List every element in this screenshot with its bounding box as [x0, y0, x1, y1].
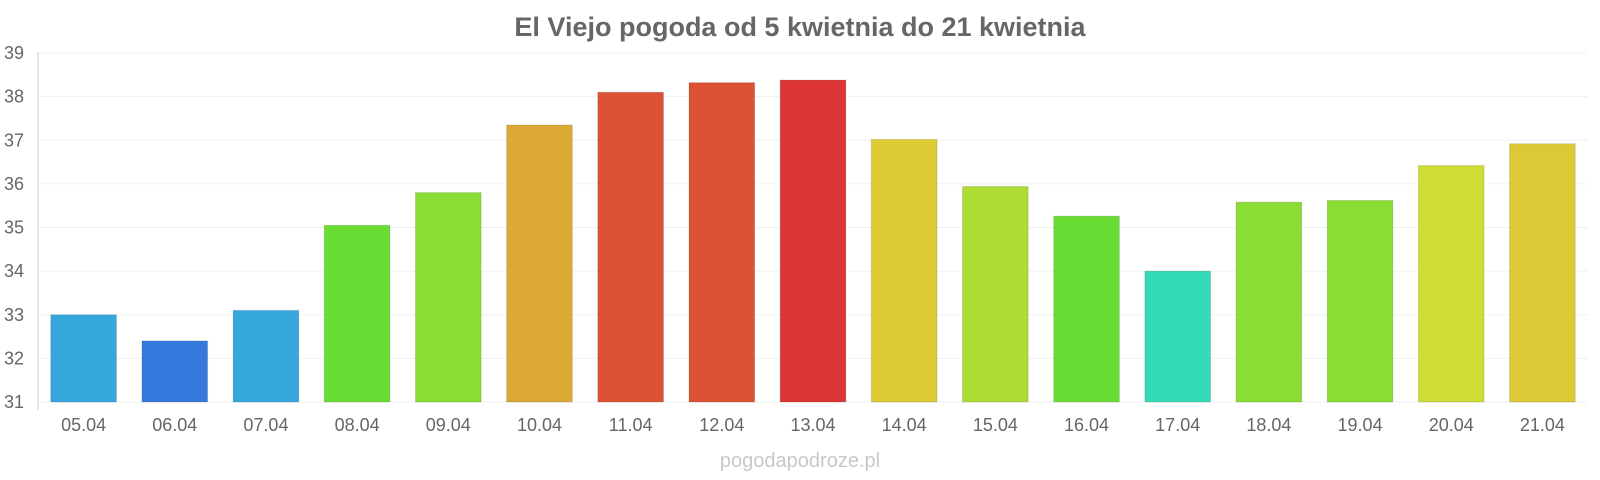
y-tick-label: 36	[4, 174, 24, 194]
x-tick-label: 13.04	[790, 415, 835, 435]
footer-watermark: pogodapodroze.pl	[720, 450, 880, 472]
bar	[597, 91, 664, 403]
bar	[1326, 199, 1394, 403]
x-tick-label: 16.04	[1064, 415, 1109, 435]
bar	[962, 185, 1029, 403]
x-tick-label: 19.04	[1338, 415, 1383, 435]
bar	[232, 309, 300, 403]
y-tick-label: 31	[4, 392, 24, 412]
y-tick-label: 34	[4, 261, 24, 281]
x-tick-labels: 05.04 06.04 07.04 08.04 09.04 10.04 11.04 12.04…	[61, 415, 1565, 435]
bar	[414, 192, 482, 403]
x-tick-label: 14.04	[882, 415, 927, 435]
x-tick-label: 07.04	[243, 415, 288, 435]
x-tick-label: 11.04	[609, 415, 653, 435]
bar	[1417, 165, 1485, 403]
chart-title: El Viejo pogoda od 5 kwietnia do 21 kwie…	[514, 12, 1086, 42]
bar	[1144, 270, 1212, 403]
x-tick-label: 08.04	[335, 415, 380, 435]
y-tick-label: 33	[4, 305, 24, 325]
x-tick-label: 10.04	[517, 415, 562, 435]
bar	[688, 82, 756, 403]
y-tick-label: 38	[4, 87, 24, 107]
bar	[141, 340, 209, 403]
bar	[870, 138, 938, 403]
x-tick-label: 06.04	[152, 415, 197, 435]
bar	[506, 124, 573, 403]
y-tick-label: 32	[4, 348, 24, 368]
x-tick-label: 09.04	[426, 415, 471, 435]
bar	[50, 314, 117, 403]
bar	[779, 79, 847, 403]
x-tick-label: 18.04	[1246, 415, 1291, 435]
x-tick-label: 17.04	[1155, 415, 1200, 435]
bar	[323, 224, 391, 403]
x-tick-label: 15.04	[973, 415, 1018, 435]
bars	[50, 79, 1576, 403]
bar	[1053, 215, 1120, 403]
y-tick-labels: 31 32 33 34 35 36 37 38 39	[4, 43, 24, 412]
y-tick-label: 37	[4, 130, 24, 150]
x-tick-label: 21.04	[1520, 415, 1565, 435]
x-tick-label: 05.04	[61, 415, 106, 435]
bar	[1235, 201, 1303, 403]
x-tick-label: 12.04	[699, 415, 744, 435]
y-tick-label: 35	[4, 218, 24, 238]
y-tick-label: 39	[4, 43, 24, 63]
bar	[1509, 143, 1576, 403]
x-tick-label: 20.04	[1429, 415, 1474, 435]
